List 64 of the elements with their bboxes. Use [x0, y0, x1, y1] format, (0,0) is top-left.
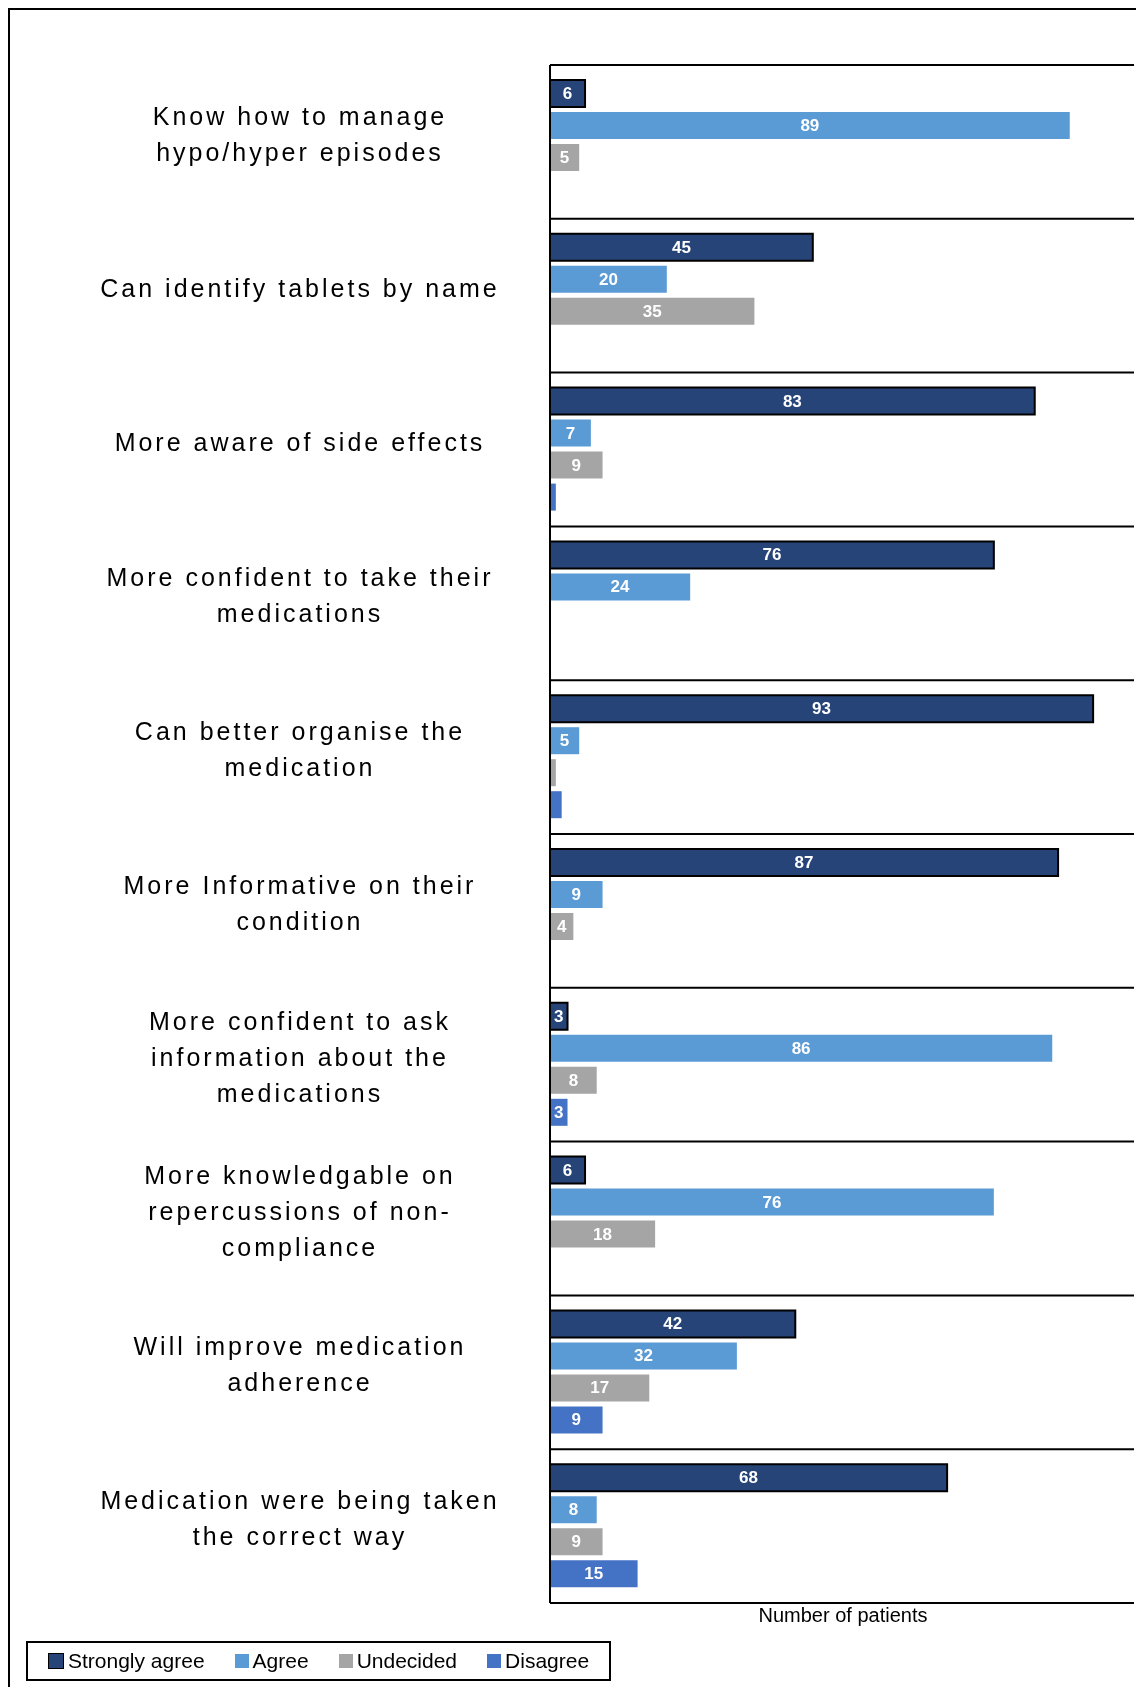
data-label: 17: [590, 1378, 610, 1398]
data-label: 76: [762, 1192, 782, 1212]
bar: [550, 1496, 597, 1524]
y-tick-label: Medication were being taken the correct way: [100, 1486, 500, 1551]
data-label: 24: [610, 577, 631, 597]
bar: [550, 1406, 603, 1434]
data-label: 86: [791, 1038, 811, 1058]
data-label: 15: [584, 1564, 604, 1584]
bar: [550, 297, 755, 325]
x-axis-title: Number of patients: [757, 1604, 929, 1627]
y-tick-label: Can identify tablets by name: [100, 273, 500, 302]
y-tick-label: More knowledgable on repercussions of non-compliance: [144, 1160, 456, 1261]
legend-label: Strongly agree: [67, 1649, 205, 1673]
data-label: 6: [562, 84, 573, 103]
data-label: 5: [559, 731, 570, 751]
y-tick-label: Know how to manage hypo/hyper episodes: [152, 101, 448, 166]
y-tick-label: Can better organise the medication: [134, 717, 466, 782]
data-label: 5: [559, 148, 570, 167]
data-label: 6: [562, 1160, 573, 1180]
data-label: 4: [556, 917, 567, 936]
bar: [550, 1342, 737, 1370]
data-label: 20: [598, 269, 618, 289]
data-label: 68: [739, 1468, 759, 1488]
data-label: 9: [571, 1410, 582, 1430]
bar: [550, 265, 667, 293]
legend-label: Agree: [251, 1649, 309, 1673]
bar: [550, 1066, 597, 1094]
data-label: 9: [571, 885, 582, 904]
data-label: 45: [671, 237, 691, 257]
data-label: 7: [565, 423, 576, 443]
bar: [550, 881, 603, 908]
y-tick-label: More confident to take their medications: [106, 563, 494, 628]
data-label: 8: [568, 1500, 579, 1520]
data-label: 76: [762, 545, 782, 565]
legend-label: Undecided: [355, 1649, 458, 1673]
bar: [550, 573, 691, 601]
data-label: 8: [568, 1070, 579, 1090]
bar: [550, 1560, 638, 1588]
data-label: 87: [794, 853, 814, 872]
y-tick-label: More confident to ask information about the medications: [148, 1006, 452, 1107]
data-label: 89: [800, 116, 820, 135]
bar: [550, 791, 562, 819]
data-label: 9: [571, 455, 582, 475]
bar: [550, 1034, 1053, 1062]
data-label: 9: [571, 1532, 582, 1552]
bar: [550, 419, 591, 447]
bar: [550, 451, 603, 479]
data-label: 42: [663, 1314, 683, 1334]
y-tick-label: Will improve medication adherence: [133, 1332, 467, 1397]
bar: [550, 112, 1070, 139]
data-label: 3: [554, 1102, 564, 1122]
bar: [550, 1374, 650, 1402]
legend-label: Disagree: [504, 1649, 590, 1673]
bar: [550, 1188, 994, 1216]
data-label: 32: [633, 1346, 653, 1366]
data-label: 35: [642, 301, 662, 321]
bar: [550, 1528, 603, 1556]
bar: [550, 1220, 656, 1248]
data-label: 3: [554, 1006, 564, 1026]
y-tick-label: More aware of side effects: [114, 427, 486, 456]
data-label: 18: [593, 1224, 613, 1244]
data-label: 93: [812, 699, 832, 719]
data-label: 83: [782, 391, 802, 411]
y-tick-label: More Informative on their condition: [123, 870, 477, 935]
